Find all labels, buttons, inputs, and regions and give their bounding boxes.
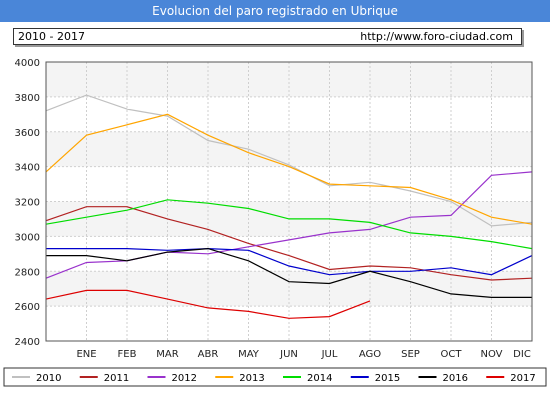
grid-band — [46, 271, 532, 307]
series-line-2016 — [46, 247, 532, 298]
legend-label-2015: 2015 — [375, 373, 400, 384]
x-tick-label: FEB — [118, 349, 137, 360]
x-tick-label: MAY — [238, 349, 260, 360]
x-tick-label: JUL — [321, 349, 338, 360]
y-axis-ticks: 2400 2600 2800 3000 3200 3400 3600 3800 4000 — [15, 58, 40, 348]
legend-box — [3, 367, 547, 387]
y-tick-label: 3000 — [15, 232, 40, 243]
period-label: 2010 - 2017 — [18, 30, 85, 43]
y-tick-label: 3800 — [15, 93, 40, 104]
info-box: 2010 - 2017 http://www.foro-ciudad.com — [13, 28, 522, 45]
x-tick-label: ENE — [76, 349, 96, 360]
x-tick-label: MAR — [156, 349, 178, 360]
legend-label-2010: 2010 — [36, 373, 61, 384]
x-tick-label: OCT — [441, 349, 463, 360]
y-tick-label: 2800 — [15, 267, 40, 278]
series-lines — [45, 94, 533, 319]
x-tick-label: DIC — [513, 349, 531, 360]
legend-label-2011: 2011 — [104, 373, 129, 384]
y-tick-label: 3400 — [15, 163, 40, 174]
chart-title: Evolucion del paro registrado en Ubrique — [0, 0, 550, 22]
y-tick-label: 4000 — [15, 58, 40, 69]
series-line-2017 — [45, 289, 371, 319]
legend-label-2013: 2013 — [239, 373, 264, 384]
legend: 2010 2011 2012 2013 2014 2015 2016 2017 — [3, 367, 547, 387]
legend-label-2012: 2012 — [172, 373, 197, 384]
x-tick-label: NOV — [480, 349, 502, 360]
plot-border — [45, 61, 533, 342]
source-url: http://www.foro-ciudad.com — [360, 30, 513, 43]
x-tick-label: AGO — [359, 349, 381, 360]
x-tick-label: ABR — [198, 349, 219, 360]
y-tick-label: 3200 — [15, 198, 40, 209]
y-tick-label: 3600 — [15, 128, 40, 139]
y-tick-label: 2400 — [15, 337, 40, 348]
series-line-2011 — [45, 206, 533, 281]
series-line-2013 — [45, 113, 533, 225]
legend-label-2014: 2014 — [307, 373, 332, 384]
legend-label-2016: 2016 — [443, 373, 468, 384]
series-line-2010 — [45, 94, 533, 227]
x-tick-label: JUN — [279, 349, 298, 360]
series-line-2015 — [46, 247, 533, 276]
series-line-2014 — [45, 199, 533, 250]
x-axis-ticks: ENE FEB MAR ABR MAY JUN JUL AGO SEP OCT NOV DIC — [76, 349, 530, 360]
y-tick-label: 2600 — [15, 302, 40, 313]
legend-label-2017: 2017 — [510, 373, 535, 384]
x-tick-label: SEP — [401, 349, 420, 360]
grid-band — [46, 131, 532, 167]
